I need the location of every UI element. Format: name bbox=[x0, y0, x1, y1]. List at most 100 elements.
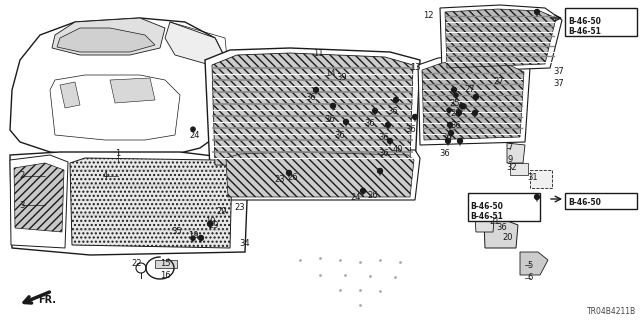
Text: 7: 7 bbox=[508, 143, 513, 153]
Text: 15: 15 bbox=[160, 259, 170, 268]
Polygon shape bbox=[60, 82, 80, 108]
Circle shape bbox=[454, 93, 458, 97]
Circle shape bbox=[458, 139, 463, 143]
Circle shape bbox=[447, 108, 451, 112]
Text: 3: 3 bbox=[19, 201, 25, 210]
Polygon shape bbox=[463, 106, 465, 111]
Text: 39: 39 bbox=[337, 74, 348, 83]
Text: 36: 36 bbox=[306, 93, 316, 102]
Text: 36: 36 bbox=[335, 131, 346, 140]
Polygon shape bbox=[165, 22, 225, 65]
Bar bbox=[468, 193, 540, 221]
Polygon shape bbox=[394, 100, 397, 106]
Polygon shape bbox=[70, 158, 232, 248]
Text: 20: 20 bbox=[503, 234, 513, 243]
Text: 16: 16 bbox=[160, 270, 170, 279]
Polygon shape bbox=[440, 5, 562, 72]
Polygon shape bbox=[413, 117, 417, 123]
Polygon shape bbox=[10, 152, 248, 255]
Polygon shape bbox=[14, 163, 64, 232]
Polygon shape bbox=[457, 113, 461, 118]
Text: 24: 24 bbox=[189, 131, 200, 140]
Text: 36: 36 bbox=[406, 125, 417, 134]
Text: 23: 23 bbox=[275, 175, 285, 185]
Text: B-46-50: B-46-50 bbox=[470, 202, 503, 211]
Circle shape bbox=[287, 171, 291, 175]
Polygon shape bbox=[448, 125, 452, 131]
Text: 35: 35 bbox=[172, 228, 182, 236]
Text: 36: 36 bbox=[440, 149, 451, 158]
Circle shape bbox=[136, 263, 146, 273]
Polygon shape bbox=[520, 252, 548, 275]
Text: 36: 36 bbox=[324, 115, 335, 124]
Text: 36: 36 bbox=[497, 223, 508, 233]
Polygon shape bbox=[458, 141, 461, 147]
Circle shape bbox=[460, 103, 465, 108]
Text: 1: 1 bbox=[115, 149, 120, 158]
Circle shape bbox=[378, 168, 383, 173]
Bar bbox=[530, 170, 552, 188]
Text: TR04B4211B: TR04B4211B bbox=[587, 307, 636, 316]
Circle shape bbox=[445, 139, 451, 143]
Circle shape bbox=[314, 87, 319, 92]
Polygon shape bbox=[287, 173, 291, 179]
Text: 34: 34 bbox=[240, 238, 250, 247]
Text: 36: 36 bbox=[388, 108, 398, 116]
Polygon shape bbox=[473, 113, 477, 118]
Polygon shape bbox=[191, 238, 195, 243]
Text: 36: 36 bbox=[451, 122, 461, 131]
Circle shape bbox=[394, 98, 399, 102]
Text: 24: 24 bbox=[351, 193, 361, 202]
Bar bbox=[155, 260, 177, 268]
Text: 14: 14 bbox=[324, 68, 335, 77]
Circle shape bbox=[385, 123, 390, 127]
Circle shape bbox=[534, 10, 540, 14]
Text: 9: 9 bbox=[508, 156, 513, 164]
Polygon shape bbox=[212, 53, 413, 167]
Polygon shape bbox=[535, 197, 539, 203]
Text: 19: 19 bbox=[188, 231, 198, 241]
Text: 13: 13 bbox=[410, 62, 420, 71]
Text: 31: 31 bbox=[528, 172, 538, 181]
Polygon shape bbox=[378, 171, 381, 177]
Circle shape bbox=[191, 236, 195, 240]
Circle shape bbox=[388, 139, 392, 143]
Bar bbox=[510, 163, 528, 175]
Text: 21: 21 bbox=[490, 218, 500, 227]
Circle shape bbox=[360, 188, 365, 193]
Polygon shape bbox=[475, 216, 494, 232]
Polygon shape bbox=[535, 12, 539, 18]
Circle shape bbox=[447, 123, 452, 127]
Text: 26: 26 bbox=[288, 173, 298, 182]
Polygon shape bbox=[10, 18, 228, 158]
Text: 26: 26 bbox=[368, 191, 378, 201]
Polygon shape bbox=[110, 78, 155, 103]
Circle shape bbox=[474, 94, 479, 99]
Text: 36: 36 bbox=[442, 133, 452, 142]
Polygon shape bbox=[484, 220, 518, 248]
Text: 12: 12 bbox=[423, 11, 433, 20]
Polygon shape bbox=[449, 133, 452, 139]
Circle shape bbox=[472, 110, 477, 115]
Circle shape bbox=[198, 236, 204, 240]
Polygon shape bbox=[446, 141, 450, 147]
Polygon shape bbox=[460, 106, 464, 111]
Text: 5: 5 bbox=[527, 260, 532, 269]
Circle shape bbox=[191, 127, 195, 131]
Polygon shape bbox=[418, 55, 530, 145]
Text: B-46-50: B-46-50 bbox=[568, 198, 601, 207]
Polygon shape bbox=[314, 90, 317, 95]
Polygon shape bbox=[220, 148, 420, 200]
Polygon shape bbox=[208, 224, 212, 229]
Polygon shape bbox=[52, 18, 165, 55]
Text: 40: 40 bbox=[393, 146, 403, 155]
Polygon shape bbox=[361, 191, 365, 196]
Polygon shape bbox=[445, 9, 556, 68]
Text: 27: 27 bbox=[465, 85, 476, 94]
Polygon shape bbox=[199, 238, 203, 244]
Text: 37: 37 bbox=[554, 68, 564, 76]
Text: 11: 11 bbox=[313, 50, 323, 59]
Circle shape bbox=[462, 104, 466, 108]
Text: 37: 37 bbox=[554, 79, 564, 89]
Text: 36: 36 bbox=[379, 133, 389, 142]
